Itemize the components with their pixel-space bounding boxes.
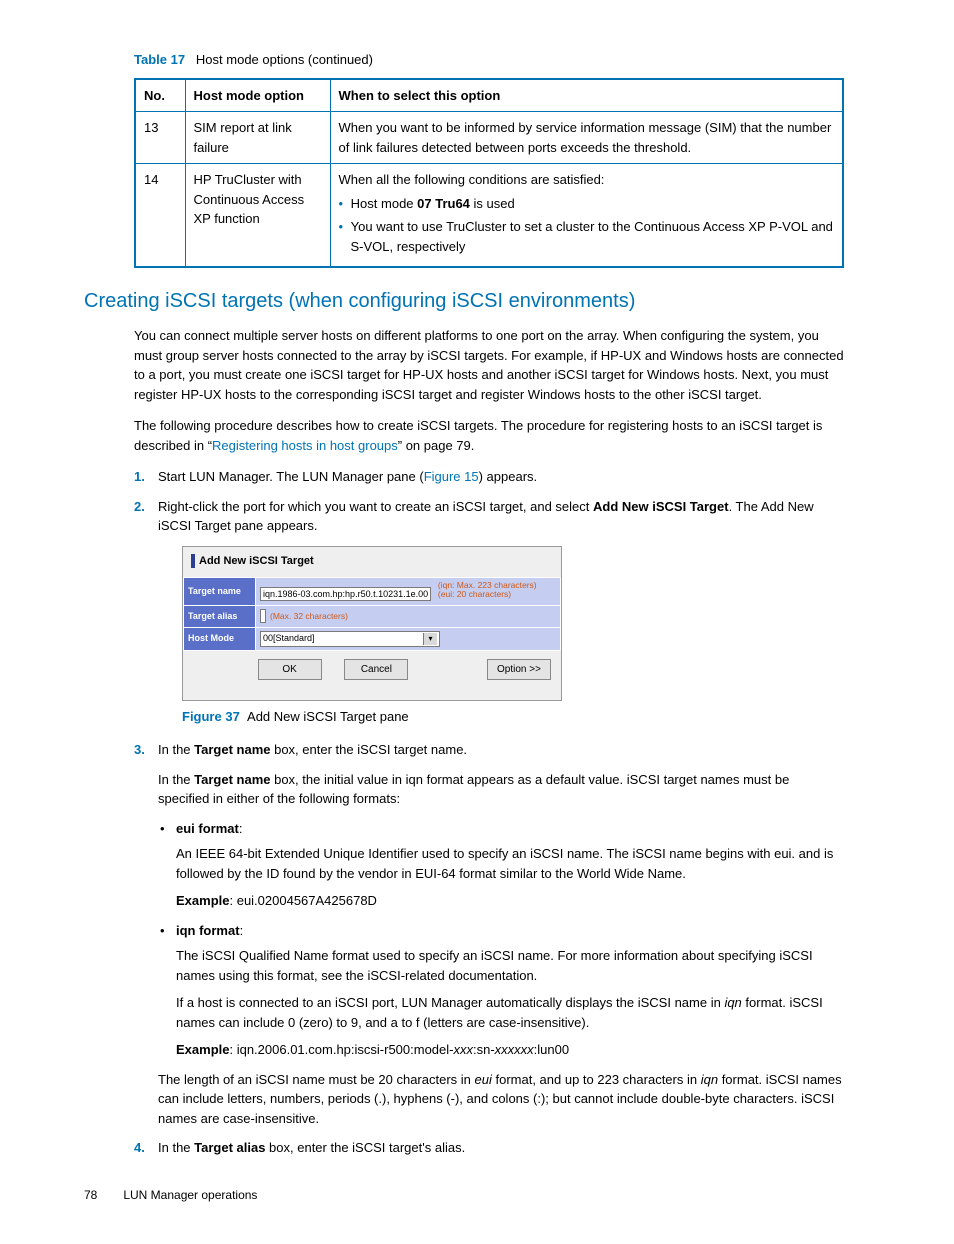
figure-label: Figure 37 [182,709,240,724]
section-heading: Creating iSCSI targets (when configuring… [84,286,844,316]
table-caption-text [189,52,196,67]
list-item: You want to use TruCluster to set a clus… [339,217,835,256]
chevron-down-icon: ▾ [423,633,437,645]
page-footer: 78 LUN Manager operations [84,1186,844,1204]
target-alias-label: Target alias [184,606,256,628]
figure-caption: Figure 37 Add New iSCSI Target pane [182,707,844,727]
target-name-input[interactable]: iqn.1986-03.com.hp:hp.r50.t.10231.1e.00 [260,587,431,601]
step-1: Start LUN Manager. The LUN Manager pane … [134,467,844,487]
col-header-option: Host mode option [185,79,330,112]
host-mode-select[interactable]: 00[Standard]▾ [260,631,440,647]
dialog-screenshot: Add New iSCSI Target Target name iqn.198… [182,546,844,701]
registering-hosts-link[interactable]: Registering hosts in host groups [212,438,398,453]
format-iqn: iqn format: The iSCSI Qualified Name for… [158,921,844,1060]
step-3: In the Target name box, enter the iSCSI … [134,740,844,1128]
target-alias-hint: (Max. 32 characters) [266,612,348,621]
procedure-steps: Start LUN Manager. The LUN Manager pane … [134,467,844,1158]
target-name-hint: (iqn: Max. 223 characters)(eui: 20 chara… [434,581,537,600]
cancel-button[interactable]: Cancel [344,659,408,680]
cell-option: SIM report at link failure [185,112,330,164]
dialog-title: Add New iSCSI Target [183,547,561,578]
step-4: In the Target alias box, enter the iSCSI… [134,1138,844,1158]
table-row: 13 SIM report at link failure When you w… [135,112,843,164]
figure-15-link[interactable]: Figure 15 [424,469,479,484]
col-header-no: No. [135,79,185,112]
format-eui: eui format: An IEEE 64-bit Extended Uniq… [158,819,844,911]
page-number: 78 [84,1186,120,1204]
step-2: Right-click the port for which you want … [134,497,844,727]
option-button[interactable]: Option >> [487,659,551,680]
intro-paragraph: You can connect multiple server hosts on… [134,326,844,404]
list-item: Host mode 07 Tru64 is used [339,194,835,214]
cell-no: 14 [135,164,185,268]
table-label: Table 17 [134,52,185,67]
cell-when: When all the following conditions are sa… [330,164,843,268]
table-caption: Table 17 Host mode options (continued) [84,50,844,70]
host-mode-options-table: No. Host mode option When to select this… [134,78,844,269]
col-header-when: When to select this option [330,79,843,112]
cell-when: When you want to be informed by service … [330,112,843,164]
cell-no: 13 [135,112,185,164]
ok-button[interactable]: OK [258,659,322,680]
procedure-paragraph: The following procedure describes how to… [134,416,844,455]
cell-option: HP TruCluster with Continuous Access XP … [185,164,330,268]
host-mode-label: Host Mode [184,628,256,651]
footer-title: LUN Manager operations [123,1188,257,1202]
target-name-label: Target name [184,578,256,606]
table-row: 14 HP TruCluster with Continuous Access … [135,164,843,268]
